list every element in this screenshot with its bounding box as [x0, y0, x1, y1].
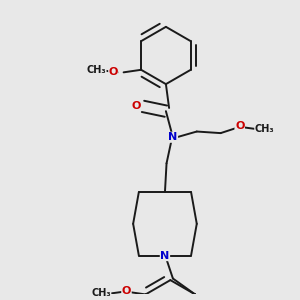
Text: N: N	[160, 250, 170, 261]
Text: O: O	[235, 121, 244, 131]
Text: N: N	[168, 132, 178, 142]
Text: CH₃: CH₃	[255, 124, 274, 134]
Text: CH₃: CH₃	[86, 65, 106, 75]
Text: CH₃: CH₃	[91, 289, 111, 298]
Text: O: O	[109, 67, 118, 77]
Text: O: O	[131, 101, 141, 111]
Text: O: O	[122, 286, 131, 296]
